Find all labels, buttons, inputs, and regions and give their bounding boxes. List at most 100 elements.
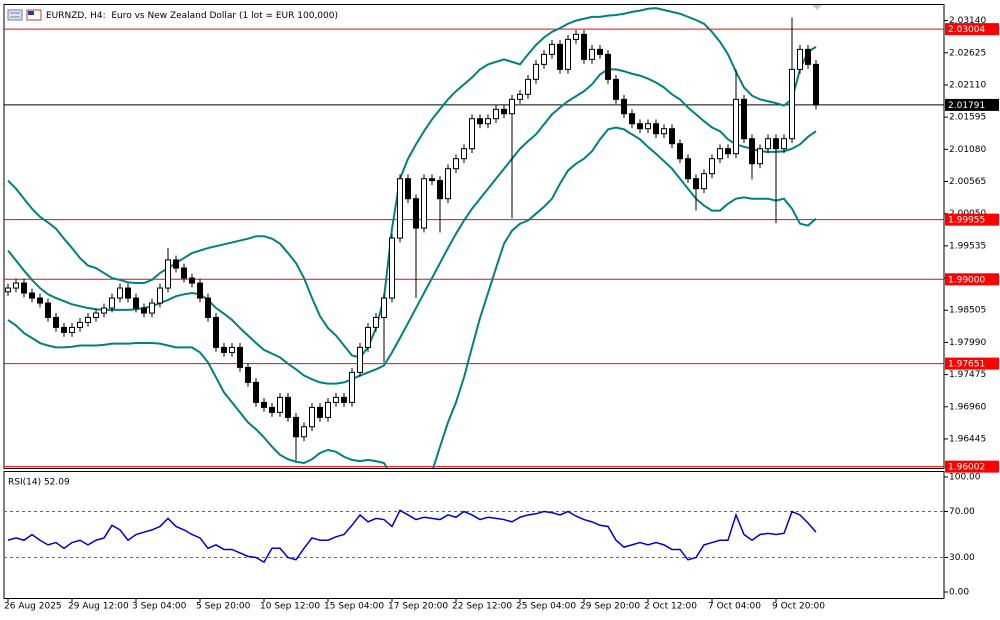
candle-body bbox=[565, 38, 571, 70]
x-tick-label: 22 Sep 12:00 bbox=[452, 602, 512, 612]
candle-body bbox=[685, 158, 691, 180]
candle-body bbox=[637, 123, 643, 130]
candle-body bbox=[469, 118, 475, 150]
candle-body bbox=[189, 277, 195, 284]
candle-body bbox=[285, 396, 291, 418]
candle-body bbox=[693, 178, 699, 190]
candle-body bbox=[309, 406, 315, 428]
candle-body bbox=[317, 406, 323, 418]
level-label: 1.97651 bbox=[948, 360, 985, 370]
candle-body bbox=[221, 346, 227, 353]
candle-body bbox=[525, 78, 531, 95]
candle-body bbox=[813, 63, 819, 106]
candle-body bbox=[421, 178, 427, 229]
candle-body bbox=[37, 297, 43, 304]
candle-body bbox=[629, 113, 635, 125]
last-price-tag bbox=[945, 98, 999, 111]
candle-body bbox=[397, 178, 403, 239]
candle-body bbox=[13, 282, 19, 289]
candle-body bbox=[341, 396, 347, 403]
chart-title: EURNZD, H4: Euro vs New Zealand Dollar (… bbox=[46, 11, 338, 21]
candle-body bbox=[453, 158, 459, 170]
rsi-panel bbox=[3, 471, 945, 599]
x-tick-label: 10 Sep 12:00 bbox=[260, 602, 320, 612]
level-tag bbox=[945, 213, 999, 226]
x-tick-label: 7 Oct 04:00 bbox=[708, 602, 761, 612]
candle-body bbox=[365, 326, 371, 348]
level-label: 2.03004 bbox=[948, 25, 985, 35]
candle-body bbox=[181, 267, 187, 279]
candle-body bbox=[781, 138, 787, 150]
y-tick-label: 0.00 bbox=[949, 588, 969, 598]
candle-body bbox=[613, 78, 619, 100]
rsi-area bbox=[4, 509, 944, 564]
candle-body bbox=[301, 426, 307, 438]
candle-body bbox=[485, 118, 491, 125]
y-tick-label: 2.00565 bbox=[949, 177, 986, 187]
candle-body bbox=[45, 302, 51, 318]
candle-body bbox=[381, 297, 387, 318]
icon-menu[interactable] bbox=[7, 9, 23, 21]
candle-body bbox=[333, 396, 339, 403]
y-tick-label: 2.02625 bbox=[949, 48, 986, 58]
candle-body bbox=[501, 108, 507, 115]
candle-body bbox=[605, 53, 611, 80]
candle-body bbox=[93, 312, 99, 318]
x-tick-label: 3 Sep 04:00 bbox=[132, 602, 187, 612]
candle-body bbox=[749, 138, 755, 165]
x-tick-label: 2 Oct 12:00 bbox=[644, 602, 697, 612]
candle-body bbox=[197, 282, 203, 299]
candle-body bbox=[405, 178, 411, 200]
candle-body bbox=[493, 108, 499, 120]
band-upper bbox=[7, 7, 817, 359]
level-label: 1.96002 bbox=[948, 463, 985, 473]
y-tick-label: 1.99535 bbox=[949, 241, 986, 251]
candle-body bbox=[797, 48, 803, 70]
y-tick-label: 2.01080 bbox=[949, 145, 986, 155]
x-tick-label: 15 Sep 04:00 bbox=[324, 602, 384, 612]
y-tick-label: 1.97990 bbox=[949, 338, 986, 348]
candle-body bbox=[237, 346, 243, 368]
candle-body bbox=[509, 98, 515, 115]
candle-body bbox=[621, 98, 627, 115]
x-tick-label: 29 Sep 20:00 bbox=[580, 602, 640, 612]
candle-body bbox=[245, 366, 251, 383]
candle-body bbox=[293, 416, 299, 438]
candle-body bbox=[53, 316, 59, 328]
icon-flag-part bbox=[28, 11, 34, 15]
y-tick-label: 2.01595 bbox=[949, 113, 986, 123]
y-tick-label: 70.00 bbox=[949, 507, 975, 517]
candle-body bbox=[765, 138, 771, 150]
shift-marker[interactable] bbox=[812, 5, 822, 10]
x-tick-label: 25 Sep 04:00 bbox=[516, 602, 576, 612]
candle-body bbox=[109, 297, 115, 309]
candle-body bbox=[805, 48, 811, 65]
y-tick-label: 1.96960 bbox=[949, 402, 986, 412]
candle-body bbox=[725, 148, 731, 155]
x-tick-label: 29 Aug 12:00 bbox=[68, 602, 129, 612]
rsi-line bbox=[7, 509, 817, 564]
candle-body bbox=[269, 406, 275, 413]
x-tick-label: 26 Aug 2025 bbox=[4, 602, 62, 612]
candle-body bbox=[205, 297, 211, 318]
candle-body bbox=[29, 292, 35, 299]
candle-body bbox=[541, 53, 547, 65]
candle-body bbox=[357, 346, 363, 373]
y-tick-label: 30.00 bbox=[949, 553, 975, 563]
x-tick-label: 9 Oct 20:00 bbox=[772, 602, 825, 612]
band-lower bbox=[7, 126, 817, 468]
candle-body bbox=[229, 346, 235, 353]
candle-body bbox=[437, 180, 443, 200]
candle-body bbox=[373, 316, 379, 328]
y-tick-label: 1.97475 bbox=[949, 370, 986, 380]
candle-body bbox=[773, 138, 779, 150]
candle-body bbox=[709, 158, 715, 175]
candle-body bbox=[389, 237, 395, 299]
candle-body bbox=[325, 401, 331, 418]
y-tick-label: 1.98505 bbox=[949, 306, 986, 316]
level-label: 1.99955 bbox=[948, 216, 985, 226]
main-panel bbox=[3, 4, 945, 469]
symbol-icons[interactable] bbox=[7, 9, 42, 21]
candle-body bbox=[413, 198, 419, 229]
y-tick-label: 100.00 bbox=[949, 473, 981, 483]
